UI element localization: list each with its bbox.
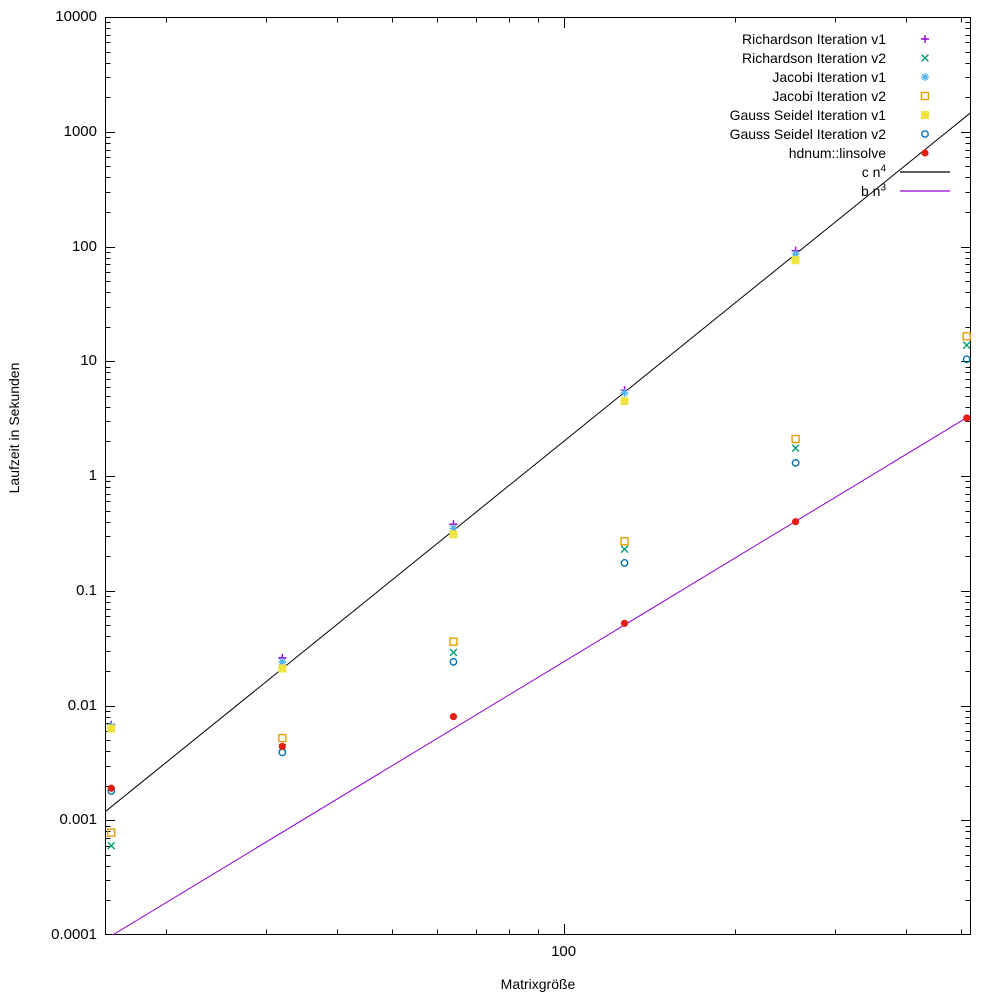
- legend-marker: [921, 129, 929, 138]
- data-point: [620, 537, 629, 546]
- data-point: [620, 558, 629, 567]
- axis-ticks: [106, 17, 970, 934]
- legend-marker: [921, 148, 929, 157]
- legend-marker: [921, 72, 929, 81]
- data-point: [963, 414, 971, 422]
- x-axis-title: Matrixgröße: [500, 976, 576, 992]
- data-point: [620, 388, 629, 397]
- data-point: [107, 784, 115, 792]
- series-1-points: [107, 341, 971, 850]
- legend-marker-square-open: [920, 91, 930, 100]
- legend-label: b n3: [860, 181, 886, 199]
- y-tick-label: 0.01: [67, 696, 97, 714]
- legend-item-7: c n4: [730, 162, 952, 181]
- legend-marker: [921, 34, 929, 43]
- y-tick-label: 0.001: [59, 811, 97, 829]
- reference-line-0: [105, 112, 971, 813]
- y-tick-label: 0.1: [76, 581, 97, 599]
- data-point: [107, 724, 116, 733]
- legend-label: Jacobi Iteration v2: [772, 87, 886, 104]
- data-point: [620, 619, 629, 627]
- data-point: [107, 828, 116, 837]
- legend-marker: [921, 110, 929, 119]
- data-point: [278, 748, 287, 757]
- legend-item-6: hdnum::linsolve: [730, 143, 952, 162]
- data-point: [107, 841, 116, 850]
- legend-label: Gauss Seidel Iteration v2: [729, 125, 886, 142]
- data-point: [962, 332, 971, 341]
- legend-marker-cross: [921, 53, 929, 62]
- data-point: [278, 742, 286, 751]
- data-point: [449, 713, 458, 721]
- legend-label: hdnum::linsolve: [788, 144, 886, 161]
- y-tick-label: 10: [80, 352, 97, 370]
- data-point: [278, 664, 287, 673]
- y-tick-label: 1000: [63, 122, 97, 140]
- series-6-points: [107, 414, 971, 792]
- x-tick-label: 100: [551, 943, 577, 960]
- legend: Richardson Iteration v1 Richardson Iterat…: [730, 29, 952, 200]
- data-point: [278, 733, 287, 743]
- legend-item-0: Richardson Iteration v1: [730, 29, 952, 48]
- legend-item-1: Richardson Iteration v2: [730, 48, 952, 67]
- series-0-points: [107, 246, 800, 729]
- plot-canvas: [105, 17, 971, 935]
- legend-label: Gauss Seidel Iteration v1: [729, 106, 886, 123]
- y-tick-label: 10000: [55, 8, 97, 25]
- data-point: [791, 434, 800, 444]
- series-5-points: [107, 355, 971, 795]
- series-4-points: [107, 256, 800, 733]
- data-point: [620, 545, 629, 554]
- legend-marker: [920, 91, 930, 100]
- legend-marker-line: [900, 189, 950, 192]
- series-3-points: [107, 332, 971, 837]
- data-point: [791, 444, 800, 453]
- data-point: [791, 256, 800, 265]
- y-tick-label: 1: [88, 467, 97, 484]
- legend-marker-asterisk: [921, 72, 929, 81]
- data-point: [962, 355, 971, 364]
- reference-line-1: [111, 414, 971, 935]
- legend-marker-circle-open: [921, 129, 929, 138]
- legend-item-8: b n3: [730, 181, 952, 200]
- data-point: [620, 397, 629, 406]
- legend-label: Richardson Iteration v2: [742, 49, 886, 66]
- data-point: [792, 518, 800, 526]
- legend-marker: [921, 53, 929, 62]
- legend-marker-line: [900, 170, 950, 173]
- data-point: [449, 637, 458, 646]
- legend-item-4: Gauss Seidel Iteration v1: [730, 105, 952, 124]
- data-point: [278, 657, 287, 666]
- y-tick-label: 100: [71, 237, 97, 255]
- data-point: [449, 657, 458, 666]
- legend-label: Jacobi Iteration v1: [772, 68, 886, 85]
- data-point: [791, 459, 800, 467]
- legend-item-5: Gauss Seidel Iteration v2: [730, 124, 952, 143]
- legend-marker-plus: [921, 34, 929, 43]
- legend-item-2: Jacobi Iteration v1: [730, 67, 952, 86]
- y-tick-label: 0.0001: [51, 926, 97, 943]
- legend-label: c n4: [861, 162, 886, 180]
- data-point: [449, 648, 458, 657]
- legend-label: Richardson Iteration v1: [742, 30, 886, 47]
- legend-marker-square-filled: [921, 110, 929, 119]
- legend-marker-circle-filled: [921, 148, 929, 157]
- plot-border: [105, 17, 971, 935]
- data-point: [962, 341, 971, 350]
- data-point: [449, 530, 458, 539]
- legend-item-3: Jacobi Iteration v2: [730, 86, 952, 105]
